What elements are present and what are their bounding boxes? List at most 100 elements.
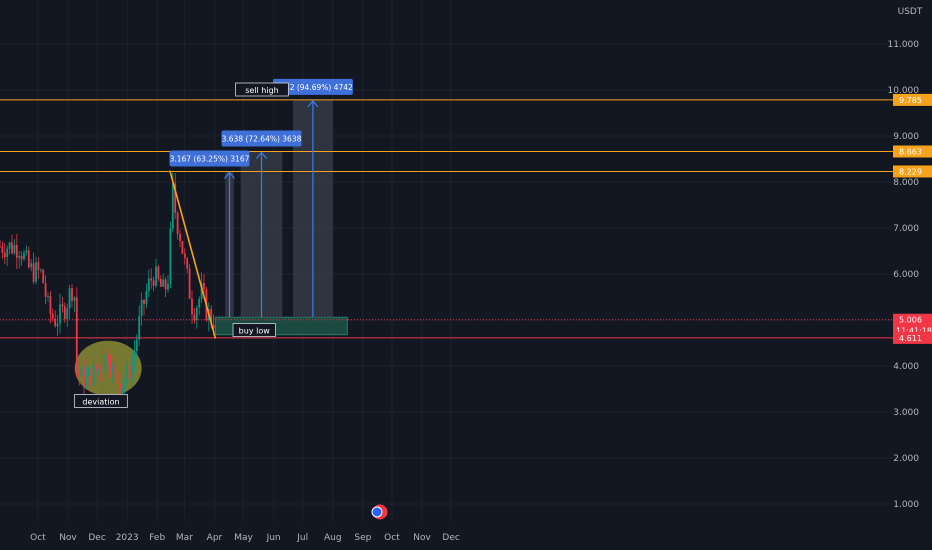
candle-body	[75, 297, 78, 371]
price-badge	[893, 331, 932, 344]
candle-body	[66, 308, 69, 319]
candle-body	[92, 364, 95, 386]
target-label-2: 3.638 (72.64%) 3638	[222, 135, 302, 144]
candle-body	[198, 298, 201, 308]
candle-body	[145, 291, 148, 304]
candle-body	[109, 363, 112, 373]
candle-body	[116, 371, 119, 385]
price-badge-label: 4.611	[899, 334, 922, 343]
candle-body	[179, 233, 181, 242]
candle-body	[126, 364, 129, 382]
time-tick-label: Oct	[384, 533, 400, 543]
annotation-buy-low: buy low	[239, 327, 271, 336]
target-label-3: 4.742 (94.69%) 4742	[273, 83, 353, 92]
candle-body	[164, 279, 167, 290]
annotation-box	[74, 394, 128, 408]
candle-body	[111, 365, 114, 373]
candle-body	[54, 318, 57, 327]
candle-body	[51, 313, 54, 319]
candle-body	[63, 306, 66, 319]
candle-body	[42, 269, 45, 283]
candle-body	[119, 384, 121, 395]
candle-body	[3, 252, 6, 258]
target-label-1: 3.167 (63.25%) 3167	[170, 154, 250, 163]
price-axis[interactable]: USDT 1.0002.0003.0004.0005.0006.0007.000…	[888, 7, 932, 510]
candle-body	[174, 183, 177, 213]
price-badge-label: 8.229	[899, 167, 922, 176]
price-badge	[893, 93, 932, 106]
time-tick-label: 2023	[116, 533, 139, 543]
candle-body	[6, 248, 9, 258]
target-arrowhead-2	[256, 151, 267, 159]
candle-body	[97, 368, 100, 371]
price-tick-label: 2.000	[893, 454, 919, 464]
candle-body	[152, 280, 155, 286]
candle-body	[59, 304, 61, 324]
price-axis-unit: USDT	[898, 7, 923, 17]
price-tick-label: 8.000	[893, 178, 919, 188]
candle-body	[78, 370, 81, 377]
candle-body	[121, 387, 124, 395]
candle-body	[195, 307, 198, 321]
target-arrowhead-3	[307, 99, 319, 108]
candle-body	[49, 296, 52, 314]
candle-body	[162, 279, 165, 287]
price-tick-label: 10.000	[888, 86, 920, 96]
candles	[0, 172, 215, 402]
candle-body	[131, 361, 133, 379]
price-badge-label: 8.663	[899, 148, 922, 157]
candle-body	[8, 242, 11, 249]
time-tick-label: Dec	[88, 533, 105, 543]
target-label-bg-3	[272, 78, 353, 95]
candle-body	[135, 339, 138, 352]
candle-body	[39, 269, 42, 271]
candle-body	[0, 246, 1, 248]
candle-body	[133, 351, 136, 362]
events-flag[interactable]	[371, 504, 388, 520]
candle-body	[27, 250, 30, 268]
candle-body	[193, 314, 196, 321]
candle-body	[159, 279, 162, 287]
candle-body	[23, 252, 25, 260]
candle-body	[95, 364, 97, 371]
candle-body	[128, 364, 131, 379]
candle-body	[85, 375, 88, 388]
annotation-box	[235, 82, 289, 97]
candle-body	[80, 366, 83, 377]
candle-body	[32, 263, 35, 282]
candle-body	[15, 244, 18, 258]
candle-body	[157, 266, 160, 280]
candle-body	[68, 288, 71, 309]
candle-body	[104, 354, 107, 372]
price-tick-label: 6.000	[893, 270, 919, 280]
candle-body	[147, 278, 150, 292]
target-label-bg-1	[169, 150, 250, 167]
annotation-deviation: deviation	[82, 397, 119, 406]
candle-body	[35, 262, 37, 282]
candle-body	[13, 244, 16, 254]
annotation-sell-high: sell high	[245, 86, 279, 95]
price-tick-label: 1.000	[893, 500, 919, 510]
candle-body	[183, 253, 186, 259]
target-arrowhead-1	[224, 171, 235, 179]
time-tick-label: Oct	[30, 533, 46, 543]
time-axis[interactable]: Oct Nov Dec 2023 Feb Mar Apr May Jun Jul Aug Sep Oct…	[30, 533, 460, 543]
candle-body	[143, 299, 145, 304]
candle-body	[212, 325, 215, 329]
candle-body	[44, 282, 47, 297]
candle-body	[188, 268, 191, 299]
candle-body	[87, 369, 90, 376]
price-tick-label: 3.000	[893, 408, 919, 418]
time-tick-label: Jun	[266, 533, 281, 543]
time-tick-label: Nov	[59, 533, 77, 543]
candle-body	[203, 283, 205, 290]
time-tick-label: May	[234, 533, 253, 543]
candle-body	[90, 369, 93, 386]
time-tick-label: Sep	[354, 533, 371, 543]
candle-body	[37, 262, 40, 271]
downtrend-line	[169, 170, 217, 339]
candle-body	[30, 263, 33, 268]
candle-body	[107, 354, 109, 364]
candle-body	[83, 366, 85, 388]
